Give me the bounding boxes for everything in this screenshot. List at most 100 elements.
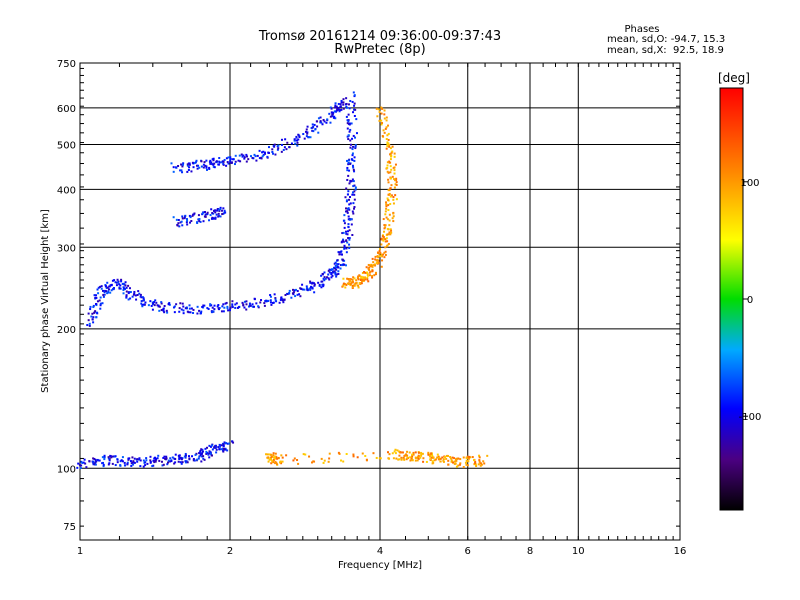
scatter-point [177, 219, 180, 222]
scatter-point [217, 163, 220, 166]
scatter-point [338, 452, 341, 455]
scatter-point [107, 463, 110, 466]
scatter-point [409, 456, 412, 459]
scatter-point [124, 281, 127, 284]
scatter-point [266, 299, 269, 302]
scatter-point [162, 308, 165, 311]
scatter-point [310, 285, 313, 288]
scatter-point [348, 229, 351, 232]
scatter-point [212, 165, 215, 168]
scatter-point [417, 454, 420, 457]
scatter-point [301, 288, 304, 291]
scatter-point [291, 292, 294, 295]
scatter-point [353, 156, 356, 159]
scatter-point [127, 291, 130, 294]
scatter-point [261, 151, 264, 154]
scatter-point [166, 311, 169, 314]
scatter-point [111, 455, 114, 458]
scatter-point [160, 309, 163, 312]
scatter-point [348, 130, 351, 133]
scatter-point [149, 455, 152, 458]
scatter-point [198, 452, 201, 455]
scatter-point [378, 249, 381, 252]
scatter-point [206, 213, 209, 216]
scatter-point [187, 455, 190, 458]
scatter-point [91, 312, 94, 315]
scatter-point [81, 461, 84, 464]
scatter-point [202, 304, 205, 307]
scatter-point [285, 454, 288, 457]
scatter-point [300, 287, 303, 290]
scatter-point [280, 462, 283, 465]
scatter-point [364, 454, 367, 457]
scatter-point [218, 445, 221, 448]
scatter-point [243, 156, 246, 159]
scatter-point [125, 290, 128, 293]
scatter-point [342, 460, 345, 463]
scatter-point [346, 210, 349, 213]
scatter-point [392, 215, 395, 218]
scatter-point [180, 220, 183, 223]
scatter-point [468, 455, 471, 458]
scatter-point [353, 277, 356, 280]
scatter-point [328, 452, 331, 455]
scatter-point [83, 458, 86, 461]
scatter-point [349, 196, 352, 199]
scatter-point [334, 272, 337, 275]
scatter-point [227, 309, 230, 312]
scatter-point [180, 169, 183, 172]
scatter-point [406, 456, 409, 459]
scatter-point [198, 309, 201, 312]
scatter-point [397, 458, 400, 461]
scatter-point [351, 154, 354, 157]
scatter-point [467, 460, 470, 463]
scatter-point [330, 107, 333, 110]
scatter-point [387, 138, 390, 141]
scatter-point [353, 190, 356, 193]
scatter-point [223, 209, 226, 212]
scatter-point [368, 266, 371, 269]
scatter-point [84, 462, 87, 465]
scatter-point [119, 460, 122, 463]
scatter-point [327, 460, 330, 463]
scatter-point [348, 198, 351, 201]
scatter-point [306, 125, 309, 128]
scatter-point [208, 456, 211, 459]
scatter-point [351, 278, 354, 281]
scatter-point [322, 285, 325, 288]
scatter-point [119, 464, 122, 467]
x-tick-label: 6 [465, 546, 471, 557]
scatter-point [89, 305, 92, 308]
scatter-point [316, 125, 319, 128]
scatter-point [347, 161, 350, 164]
scatter-point [91, 318, 94, 321]
scatter-point [186, 461, 189, 464]
scatter-point [163, 305, 166, 308]
scatter-point [100, 285, 103, 288]
scatter-point [202, 211, 205, 214]
scatter-point [402, 457, 405, 460]
scatter-point [281, 298, 284, 301]
scatter-point [309, 280, 312, 283]
scatter-point [218, 448, 221, 451]
scatter-point [196, 167, 199, 170]
scatter-point [241, 155, 244, 158]
scatter-point [184, 214, 187, 217]
scatter-point [342, 98, 345, 101]
scatter-point [295, 136, 298, 139]
scatter-point [190, 307, 193, 310]
scatter-point [351, 284, 354, 287]
scatter-point [262, 150, 265, 153]
scatter-point [205, 159, 208, 162]
scatter-point [218, 161, 221, 164]
scatter-point [226, 442, 229, 445]
scatter-point [231, 158, 234, 161]
scatter-point [436, 456, 439, 459]
scatter-point [177, 460, 180, 463]
scatter-point [245, 300, 248, 303]
scatter-point [110, 456, 113, 459]
scatter-point [122, 287, 125, 290]
scatter-point [332, 116, 335, 119]
scatter-point [321, 280, 324, 283]
scatter-point [382, 236, 385, 239]
